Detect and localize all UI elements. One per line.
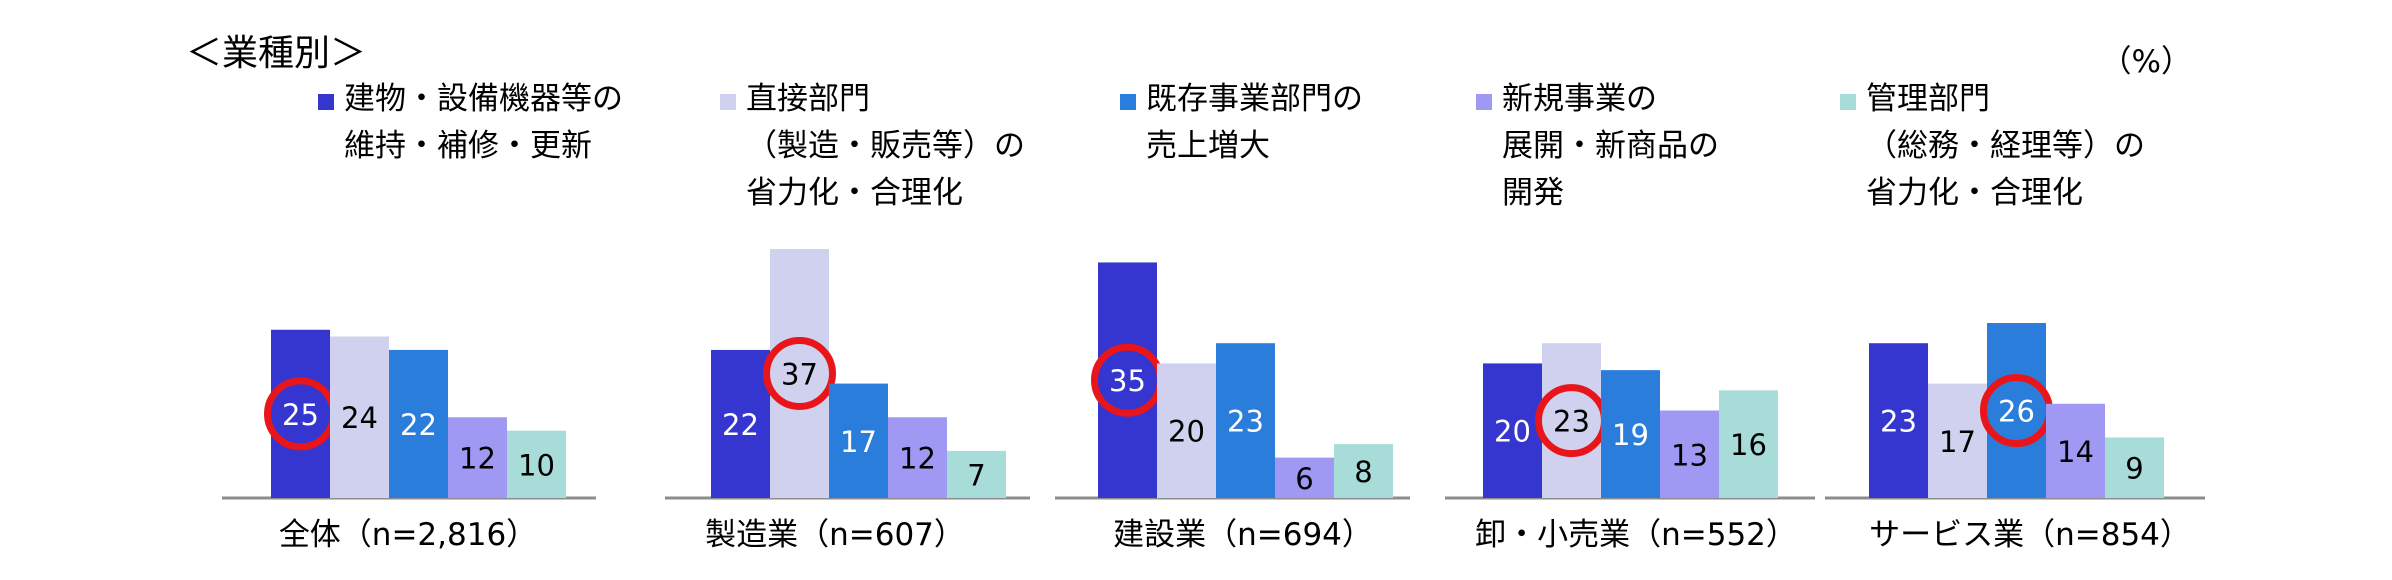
- data-label: 20: [1494, 415, 1531, 449]
- category-label: 建設業（n=694）: [1113, 517, 1373, 553]
- data-label: 25: [282, 398, 319, 432]
- data-label: 6: [1295, 462, 1313, 496]
- legend-item-2: 直接部門 （製造・販売等）の 省力化・合理化: [720, 76, 1025, 217]
- bar: [1601, 370, 1660, 498]
- bar: [1334, 444, 1393, 498]
- highlight-ring: [763, 337, 836, 410]
- bar: [1098, 262, 1157, 498]
- legend-text: 開発: [1502, 175, 1564, 211]
- legend-text: 維持・補修・更新: [344, 128, 592, 164]
- bar: [1216, 343, 1275, 498]
- legend-item-1: 建物・設備機器等の 維持・補修・更新: [318, 76, 623, 170]
- bar: [829, 383, 888, 498]
- data-label: 17: [1939, 425, 1976, 459]
- bar: [770, 249, 829, 498]
- data-label: 10: [518, 448, 555, 482]
- data-label: 23: [1553, 405, 1590, 439]
- legend-text: （製造・販売等）の: [746, 128, 1025, 164]
- bar: [1869, 343, 1928, 498]
- legend-text: 建物・設備機器等の: [344, 81, 623, 117]
- bar: [1483, 363, 1542, 498]
- data-label: 8: [1354, 455, 1372, 489]
- data-label: 37: [781, 358, 818, 392]
- bar: [507, 430, 566, 498]
- legend-swatch-3: [1120, 94, 1136, 110]
- legend-text: （総務・経理等）の: [1866, 128, 2145, 164]
- bar: [711, 349, 770, 498]
- bar: [1660, 410, 1719, 498]
- legend-text: 管理部門: [1866, 81, 1990, 117]
- legend-text: 新規事業の: [1502, 81, 1657, 117]
- legend-swatch-5: [1840, 94, 1856, 110]
- legend-item-5: 管理部門 （総務・経理等）の 省力化・合理化: [1840, 76, 2145, 217]
- bar: [1987, 323, 2046, 498]
- bar: [1928, 383, 1987, 498]
- data-label: 22: [722, 408, 759, 442]
- data-label: 12: [459, 442, 496, 476]
- data-label: 26: [1998, 395, 2035, 429]
- legend-item-4: 新規事業の 展開・新商品の 開発: [1476, 76, 1719, 217]
- data-label: 14: [2057, 435, 2094, 469]
- legend-text: 既存事業部門の: [1146, 81, 1363, 117]
- category-label: 卸・小売業（n=552）: [1475, 517, 1797, 553]
- data-label: 20: [1168, 415, 1205, 449]
- bar: [1275, 457, 1334, 498]
- bar: [947, 450, 1006, 498]
- data-label: 22: [400, 408, 437, 442]
- bar: [389, 349, 448, 498]
- chart-subtitle: ＜業種別＞: [186, 33, 367, 74]
- legend-text: 売上増大: [1146, 128, 1270, 164]
- legend-text: 直接部門: [746, 81, 870, 117]
- data-label: 23: [1227, 405, 1264, 439]
- legend-text: 省力化・合理化: [1866, 175, 2083, 211]
- bar: [271, 329, 330, 498]
- data-label: 16: [1730, 428, 1767, 462]
- bar: [1719, 390, 1778, 498]
- bar: [1157, 363, 1216, 498]
- legend: 建物・設備機器等の 維持・補修・更新 直接部門 （製造・販売等）の 省力化・合理…: [0, 76, 2392, 236]
- data-label: 23: [1880, 405, 1917, 439]
- legend-swatch-4: [1476, 94, 1492, 110]
- legend-swatch-1: [318, 94, 334, 110]
- data-label: 13: [1671, 438, 1708, 472]
- data-label: 24: [341, 401, 378, 435]
- legend-text: 省力化・合理化: [746, 175, 963, 211]
- data-label: 7: [967, 458, 985, 492]
- legend-swatch-2: [720, 94, 736, 110]
- category-label: 製造業（n=607）: [705, 517, 965, 553]
- bar: [330, 336, 389, 498]
- category-label: 全体（n=2,816）: [279, 517, 537, 553]
- bar: [2046, 403, 2105, 498]
- data-label: 35: [1109, 364, 1146, 398]
- legend-item-3: 既存事業部門の 売上増大: [1120, 76, 1363, 170]
- bar: [448, 417, 507, 498]
- legend-text: 展開・新商品の: [1502, 128, 1719, 164]
- bar: [1542, 343, 1601, 498]
- data-label: 17: [840, 425, 877, 459]
- category-label: サービス業（n=854）: [1869, 517, 2191, 553]
- data-label: 12: [899, 442, 936, 476]
- data-label: 19: [1612, 418, 1649, 452]
- unit-label: （%）: [2100, 44, 2192, 80]
- bar: [888, 417, 947, 498]
- bar: [2105, 437, 2164, 498]
- data-label: 9: [2125, 452, 2143, 486]
